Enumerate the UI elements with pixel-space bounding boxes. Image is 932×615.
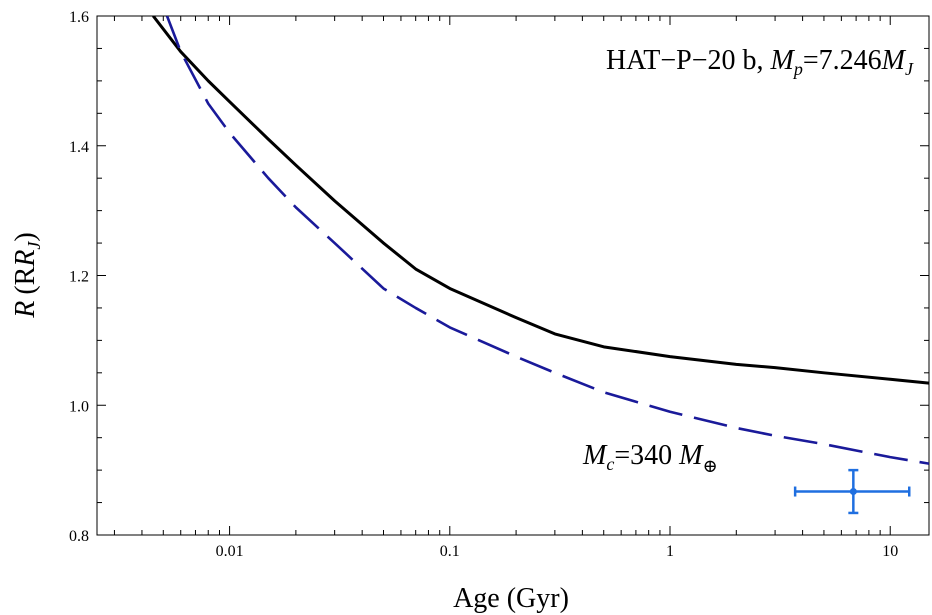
series-line-solid bbox=[152, 16, 929, 385]
x-tick-label: 1 bbox=[666, 543, 674, 560]
y-tick-label: 1.6 bbox=[69, 9, 89, 26]
ticks-layer: 0.01 0.1 1 10 0.8 1.0 1.2 1.4 1.6 bbox=[69, 9, 929, 560]
series-layer bbox=[152, 16, 929, 465]
core-mass-unit: M bbox=[678, 440, 704, 471]
x-axis-title: Age (Gyr) bbox=[453, 583, 569, 614]
x-tick-label: 10 bbox=[882, 543, 898, 560]
planet-mass-value: =7.246 bbox=[803, 45, 882, 76]
core-mass-annotation: Mc=340 M⊕ bbox=[582, 440, 718, 476]
y-axis-title-unit: R bbox=[10, 250, 41, 268]
planet-mass-symbol: M bbox=[770, 45, 796, 76]
data-point bbox=[849, 488, 857, 496]
core-mass-sub: c bbox=[606, 454, 614, 474]
x-tick-label: 0.1 bbox=[440, 543, 460, 560]
planet-mass-sub: p bbox=[792, 59, 803, 79]
planet-name: HAT−P−20 b, bbox=[606, 45, 771, 76]
y-axis-title-symbol: R bbox=[10, 301, 41, 319]
core-mass-symbol: M bbox=[582, 440, 608, 471]
y-tick-label: 1.0 bbox=[69, 398, 89, 415]
y-axis-title: R(RRJ) bbox=[10, 232, 44, 319]
y-axis-title-close: ) bbox=[10, 232, 41, 241]
y-axis-title-sub: J bbox=[24, 241, 44, 250]
observation-point bbox=[793, 468, 911, 515]
y-tick-label: 0.8 bbox=[69, 528, 89, 545]
earth-symbol: ⊕ bbox=[702, 456, 717, 476]
planet-mass-unit: M bbox=[881, 45, 907, 76]
series-line-dashed bbox=[165, 16, 929, 465]
planet-mass-unit-sub: J bbox=[905, 59, 914, 79]
y-tick-label: 1.4 bbox=[69, 139, 89, 156]
y-tick-label: 1.2 bbox=[69, 269, 89, 286]
planet-annotation: HAT−P−20 b, Mp=7.246MJ bbox=[606, 45, 914, 79]
x-tick-label: 0.01 bbox=[216, 543, 244, 560]
core-mass-value: =340 bbox=[614, 440, 679, 471]
y-axis-title-paren: (R bbox=[10, 266, 41, 294]
